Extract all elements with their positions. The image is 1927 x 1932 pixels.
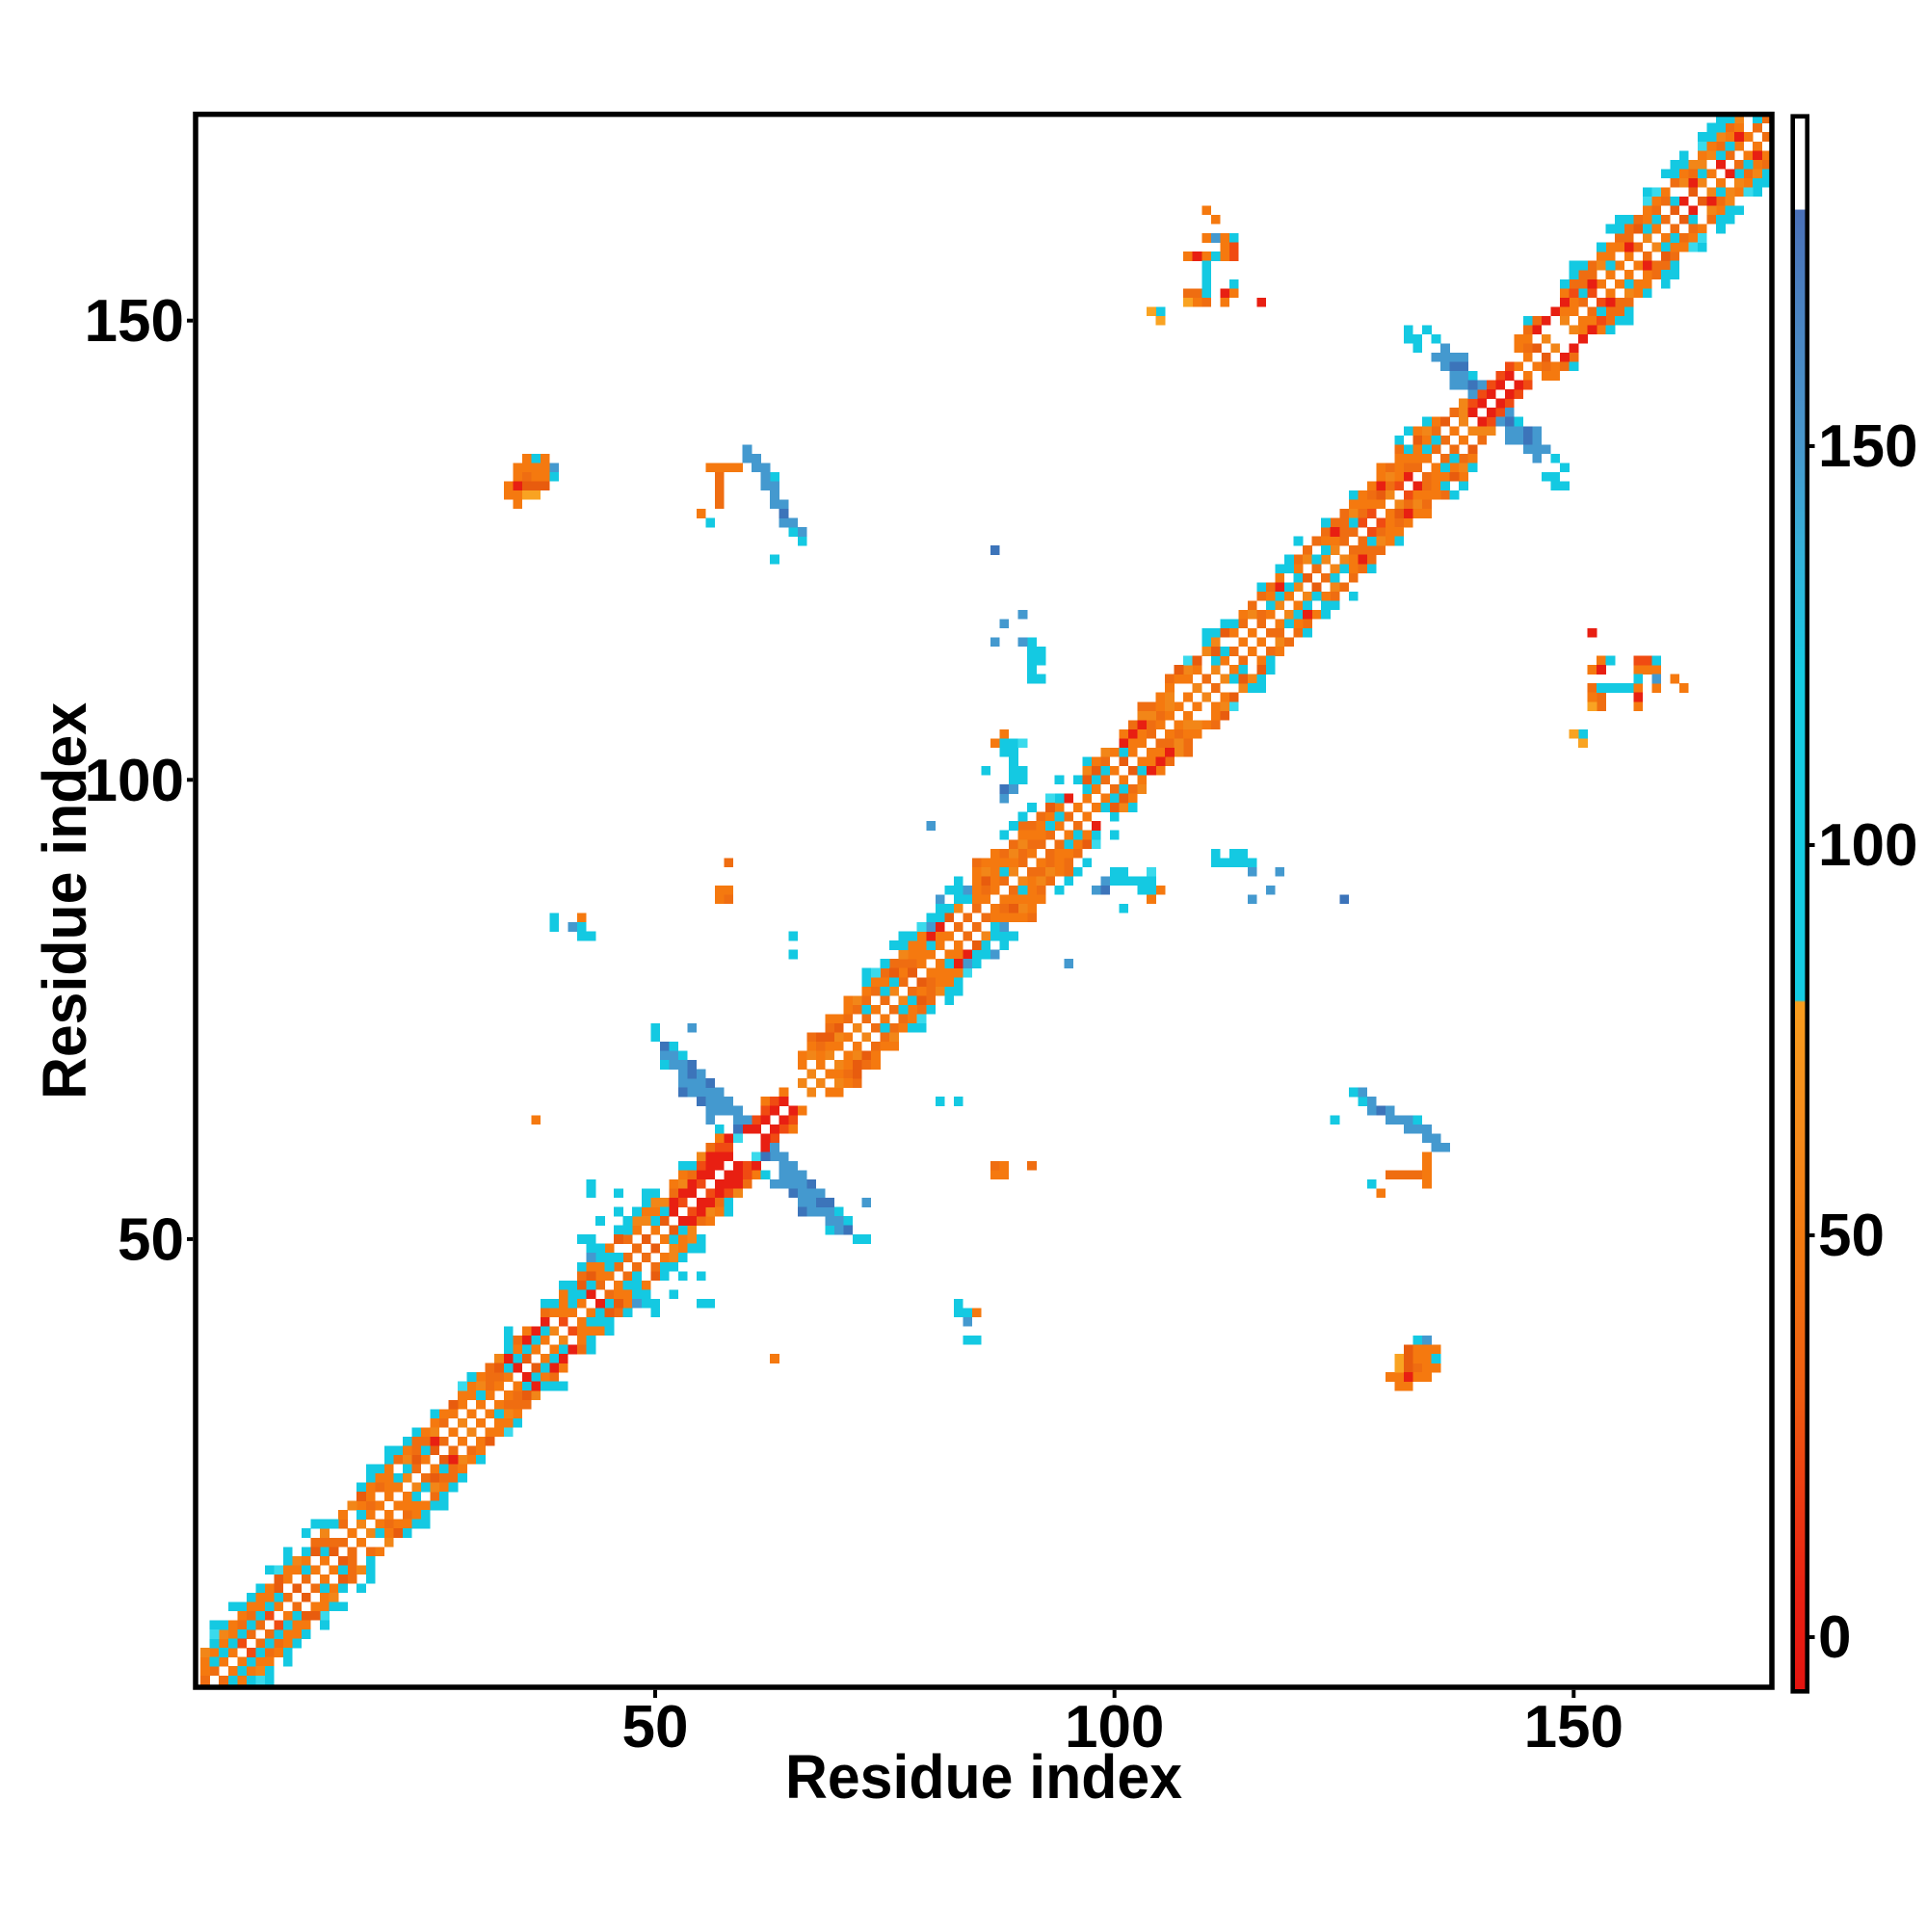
- svg-text:0: 0: [1818, 1604, 1851, 1671]
- svg-text:50: 50: [118, 1206, 184, 1273]
- svg-text:150: 150: [1818, 413, 1917, 480]
- svg-text:100: 100: [85, 748, 184, 814]
- svg-text:150: 150: [85, 288, 184, 355]
- svg-text:50: 50: [622, 1694, 689, 1760]
- svg-text:Residue index: Residue index: [785, 1742, 1182, 1812]
- svg-text:100: 100: [1065, 1694, 1164, 1760]
- svg-text:100: 100: [1818, 812, 1917, 879]
- svg-text:150: 150: [1524, 1694, 1623, 1760]
- svg-text:Residue index: Residue index: [30, 702, 99, 1099]
- svg-text:50: 50: [1818, 1203, 1885, 1269]
